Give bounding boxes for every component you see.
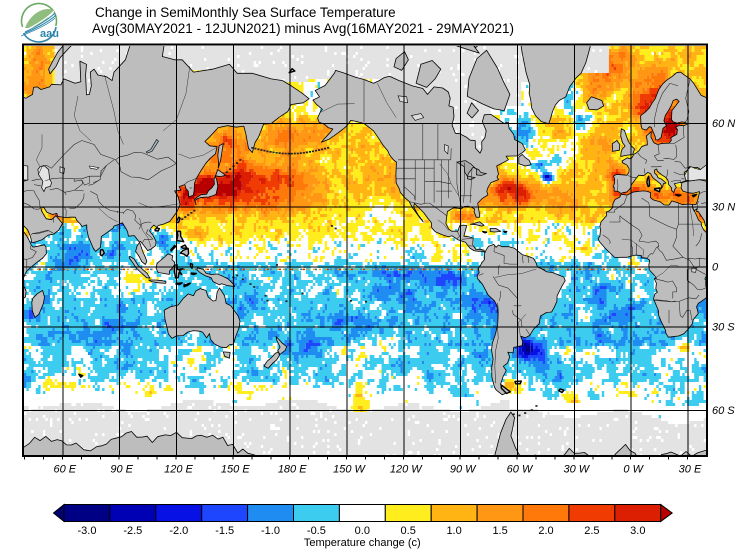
svg-text:180 E: 180 E bbox=[278, 464, 307, 476]
svg-text:30 S: 30 S bbox=[712, 321, 735, 333]
svg-text:2.5: 2.5 bbox=[584, 525, 599, 537]
svg-text:30 E: 30 E bbox=[679, 464, 702, 476]
svg-text:0 W: 0 W bbox=[623, 464, 644, 476]
svg-text:Change in SemiMonthly Sea Surf: Change in SemiMonthly Sea Surface Temper… bbox=[95, 5, 396, 20]
svg-text:30 N: 30 N bbox=[712, 202, 735, 214]
svg-text:150 W: 150 W bbox=[333, 464, 366, 476]
svg-text:-3.0: -3.0 bbox=[78, 525, 97, 537]
svg-text:60 E: 60 E bbox=[53, 464, 76, 476]
svg-text:120 E: 120 E bbox=[164, 464, 193, 476]
svg-text:90 E: 90 E bbox=[110, 464, 133, 476]
svg-text:0.5: 0.5 bbox=[401, 525, 416, 537]
svg-text:30 W: 30 W bbox=[563, 464, 590, 476]
svg-text:150 E: 150 E bbox=[221, 464, 250, 476]
svg-text:aau: aau bbox=[40, 28, 59, 40]
svg-text:90 W: 90 W bbox=[450, 464, 477, 476]
svg-text:-2.5: -2.5 bbox=[123, 525, 142, 537]
svg-text:0.0: 0.0 bbox=[355, 525, 370, 537]
svg-text:120 W: 120 W bbox=[390, 464, 423, 476]
svg-text:60 S: 60 S bbox=[712, 405, 735, 417]
svg-text:-2.0: -2.0 bbox=[169, 525, 188, 537]
svg-text:2.0: 2.0 bbox=[538, 525, 553, 537]
svg-text:Temperature change (c): Temperature change (c) bbox=[304, 537, 421, 549]
svg-text:-0.5: -0.5 bbox=[307, 525, 326, 537]
svg-text:-1.5: -1.5 bbox=[215, 525, 234, 537]
svg-text:0: 0 bbox=[712, 262, 719, 274]
svg-text:-1.0: -1.0 bbox=[261, 525, 280, 537]
svg-text:3.0: 3.0 bbox=[630, 525, 645, 537]
svg-text:Avg(30MAY2021 - 12JUN2021) min: Avg(30MAY2021 - 12JUN2021) minus Avg(16M… bbox=[92, 21, 514, 36]
svg-text:1.5: 1.5 bbox=[492, 525, 507, 537]
svg-text:60 N: 60 N bbox=[712, 118, 735, 130]
svg-text:60 W: 60 W bbox=[507, 464, 534, 476]
svg-text:1.0: 1.0 bbox=[446, 525, 461, 537]
